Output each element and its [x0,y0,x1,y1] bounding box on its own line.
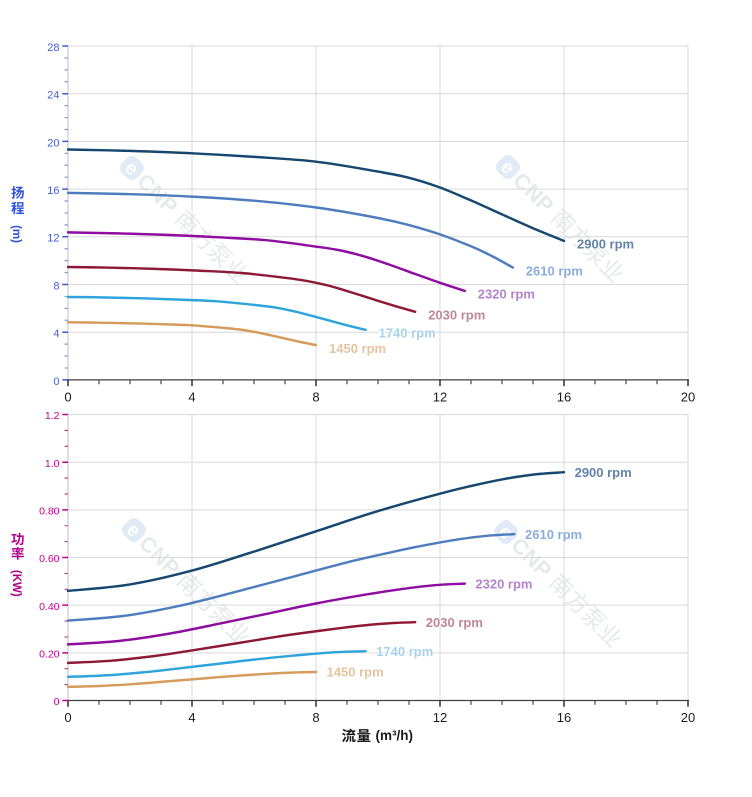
svg-text:20: 20 [47,137,59,149]
svg-text:12: 12 [433,710,447,725]
svg-text:4: 4 [188,710,195,725]
svg-text:0: 0 [64,389,71,404]
svg-text:(m): (m) [10,225,22,243]
svg-text:28: 28 [47,42,59,54]
svg-text:2610 rpm: 2610 rpm [526,263,583,278]
svg-text:(KW): (KW) [10,570,22,597]
svg-text:1740 rpm: 1740 rpm [379,326,436,341]
svg-text:12: 12 [433,389,447,404]
svg-text:16: 16 [557,710,571,725]
svg-text:0.40: 0.40 [39,601,60,613]
svg-text:0: 0 [64,710,71,725]
svg-text:16: 16 [557,389,571,404]
svg-text:(m³/h): (m³/h) [376,728,414,743]
svg-text:2030 rpm: 2030 rpm [428,308,485,323]
svg-text:1.2: 1.2 [45,410,60,422]
svg-text:0.60: 0.60 [39,553,60,565]
svg-text:2610 rpm: 2610 rpm [525,527,582,542]
svg-text:20: 20 [681,389,695,404]
svg-text:8: 8 [312,710,319,725]
svg-text:1450 rpm: 1450 rpm [329,341,386,356]
svg-text:2320 rpm: 2320 rpm [475,576,532,591]
svg-text:0.20: 0.20 [39,649,60,661]
svg-text:8: 8 [312,389,319,404]
svg-text:4: 4 [53,328,59,340]
svg-text:2900 rpm: 2900 rpm [575,465,632,480]
svg-text:2900 rpm: 2900 rpm [577,237,634,252]
svg-text:24: 24 [47,90,59,102]
svg-text:16: 16 [47,185,59,197]
svg-text:4: 4 [188,389,195,404]
svg-text:0.80: 0.80 [39,506,60,518]
svg-text:20: 20 [681,710,695,725]
svg-text:0: 0 [54,696,60,708]
svg-text:2030 rpm: 2030 rpm [426,615,483,630]
svg-text:1740 rpm: 1740 rpm [376,644,433,659]
svg-text:12: 12 [47,233,59,245]
svg-text:0: 0 [53,376,59,388]
svg-text:8: 8 [53,280,59,292]
svg-text:1450 rpm: 1450 rpm [327,665,384,680]
svg-text:2320 rpm: 2320 rpm [478,287,535,302]
svg-text:1.0: 1.0 [45,458,60,470]
